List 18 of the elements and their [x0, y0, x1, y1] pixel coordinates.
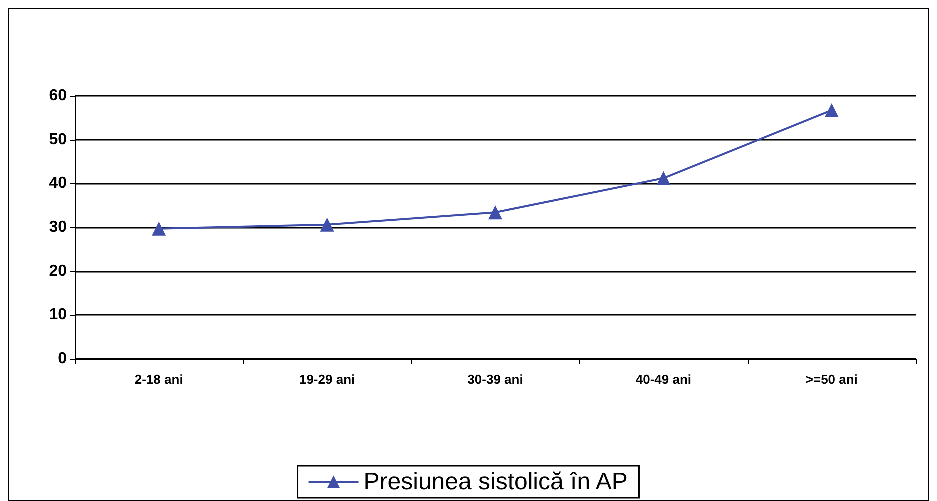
y-tick-label: 60	[49, 88, 68, 104]
point	[824, 103, 839, 118]
y-tick-label: 20	[49, 262, 68, 280]
x-tick-label: >=50 ani	[806, 372, 858, 387]
point	[320, 218, 334, 232]
x-tick-label: 40-49 ani	[636, 372, 692, 387]
x-tick-label: 2-18 ani	[134, 372, 184, 387]
x-tick-label: 19-29 ani	[299, 372, 356, 387]
y-tick-label: 50	[49, 131, 68, 148]
x-tick-label: 30-39 ani	[468, 372, 524, 387]
legend-label: Presiunea sistolică în AP	[364, 468, 628, 496]
y-tick-label: 10	[49, 306, 68, 324]
y-tick-label: 40	[49, 175, 68, 192]
point	[656, 171, 671, 186]
point	[488, 206, 502, 220]
point	[152, 222, 166, 236]
y-tick-label: 30	[49, 219, 68, 236]
y-tick-label: 0	[58, 350, 68, 368]
